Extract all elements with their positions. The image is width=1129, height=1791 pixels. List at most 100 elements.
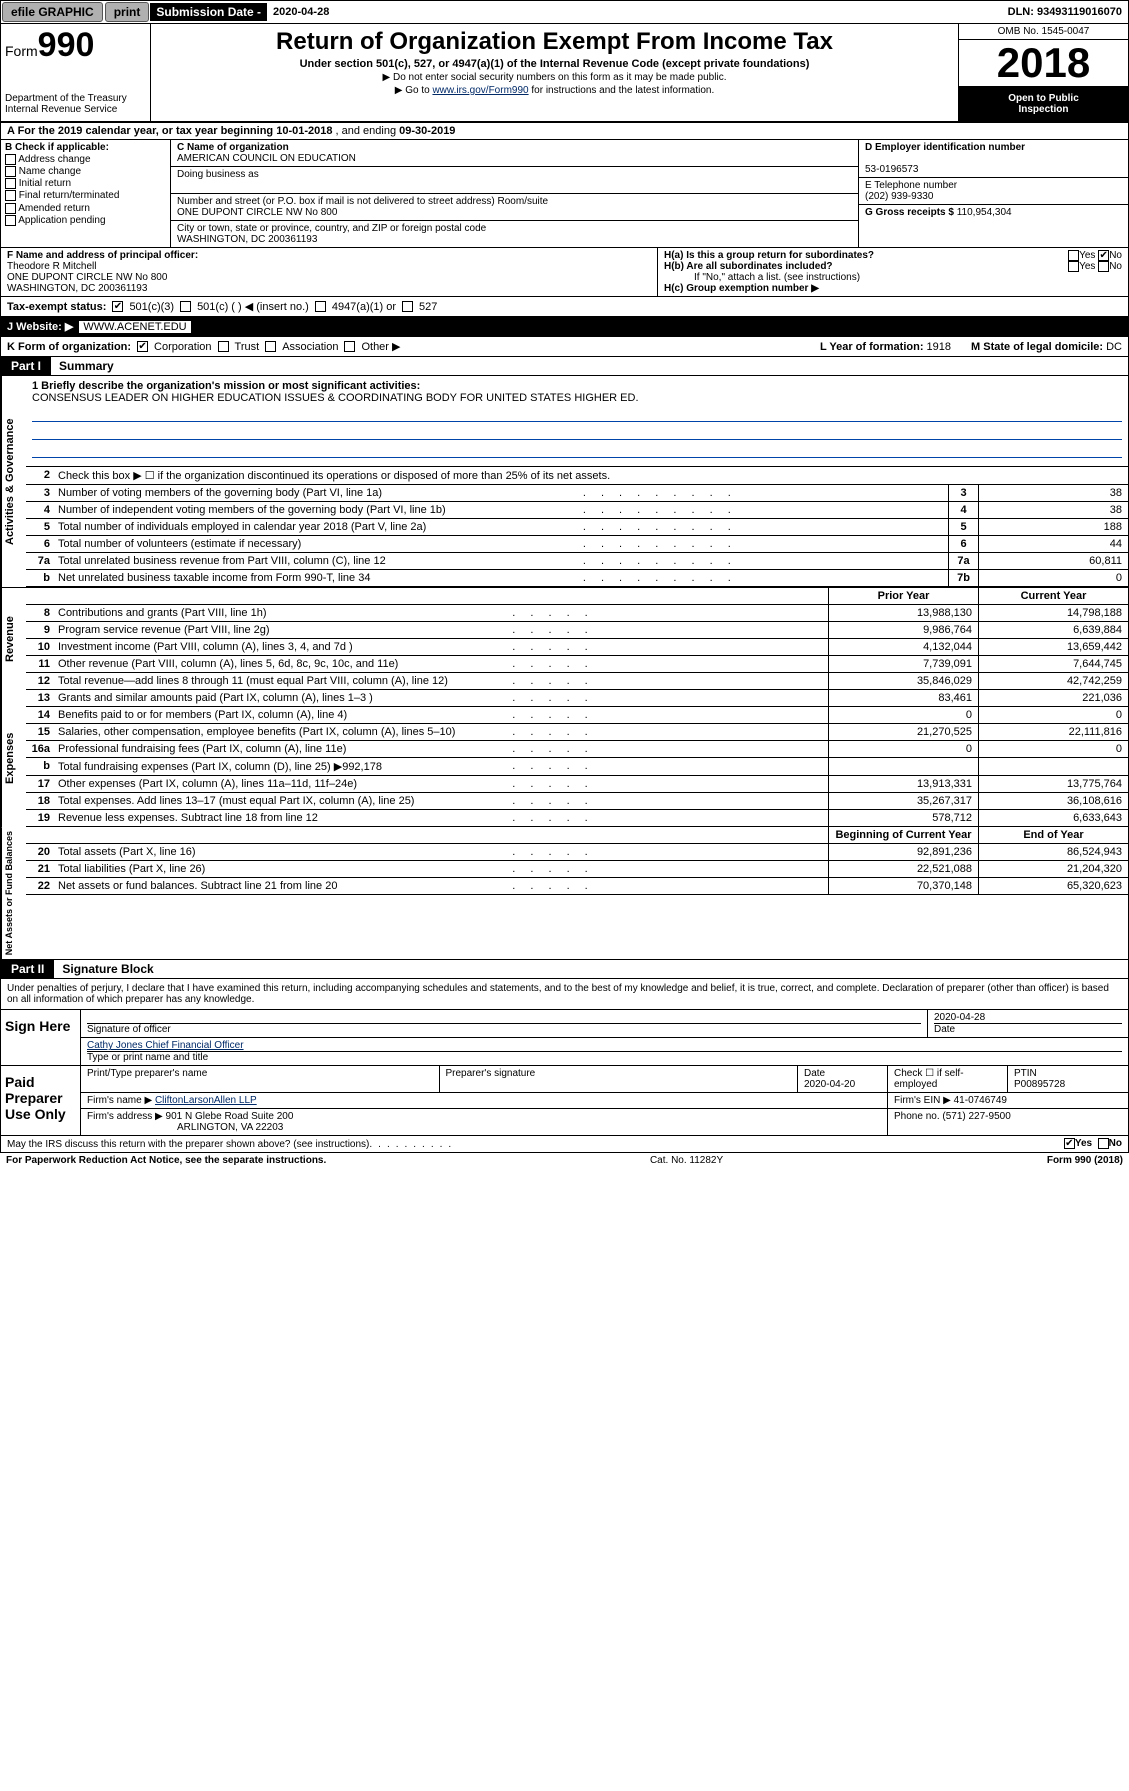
- discuss-no-cb[interactable]: [1098, 1138, 1109, 1149]
- table-row: 18Total expenses. Add lines 13–17 (must …: [26, 793, 1128, 810]
- tax-status-label: Tax-exempt status:: [7, 301, 106, 313]
- cb-name-change[interactable]: Name change: [5, 166, 166, 177]
- year-formation: 1918: [927, 341, 951, 353]
- table-row: 7aTotal unrelated business revenue from …: [26, 553, 1128, 570]
- ein-label: D Employer identification number: [865, 142, 1025, 153]
- korg-label: K Form of organization:: [7, 341, 131, 353]
- cb-501c[interactable]: [180, 301, 191, 312]
- sign-here-block: Sign Here Signature of officer 2020-04-2…: [0, 1010, 1129, 1066]
- org-name: AMERICAN COUNCIL ON EDUCATION: [177, 153, 356, 164]
- vbar-revenue: Revenue: [1, 588, 26, 690]
- firm-addr2: ARLINGTON, VA 22203: [87, 1122, 283, 1133]
- city-label: City or town, state or province, country…: [177, 223, 486, 234]
- officer-name-title[interactable]: Cathy Jones Chief Financial Officer: [87, 1040, 244, 1051]
- cb-initial-return[interactable]: Initial return: [5, 178, 166, 189]
- signature-declaration: Under penalties of perjury, I declare th…: [0, 979, 1129, 1010]
- sig-date: 2020-04-28: [934, 1012, 985, 1023]
- vbar-governance: Activities & Governance: [1, 376, 26, 587]
- form-number-footer: Form 990 (2018): [1047, 1155, 1123, 1166]
- year-formation-label: L Year of formation:: [820, 341, 927, 353]
- firm-name[interactable]: CliftonLarsonAllen LLP: [155, 1095, 257, 1106]
- cb-527[interactable]: [402, 301, 413, 312]
- table-row: 6Total number of volunteers (estimate if…: [26, 536, 1128, 553]
- table-row: 4Number of independent voting members of…: [26, 502, 1128, 519]
- cb-trust[interactable]: [218, 341, 229, 352]
- prep-ptin-val: P00895728: [1014, 1079, 1065, 1090]
- gross-receipts-value: 110,954,304: [957, 207, 1012, 218]
- officer-sig-label: Signature of officer: [87, 1023, 921, 1035]
- hb-no-cb[interactable]: [1098, 261, 1109, 272]
- table-row: 16aProfessional fundraising fees (Part I…: [26, 741, 1128, 758]
- discuss-yes-cb[interactable]: [1064, 1138, 1075, 1149]
- hc-label: H(c) Group exemption number ▶: [664, 283, 819, 294]
- gross-receipts-label: G Gross receipts $: [865, 207, 957, 218]
- hb-label: H(b) Are all subordinates included?: [664, 261, 833, 272]
- col-b-checkboxes: B Check if applicable: Address change Na…: [1, 140, 171, 247]
- top-bar: efile GRAPHIC print Submission Date - 20…: [0, 0, 1129, 24]
- table-row: 17Other expenses (Part IX, column (A), l…: [26, 776, 1128, 793]
- form-subtitle: Under section 501(c), 527, or 4947(a)(1)…: [155, 58, 954, 70]
- vbar-net-assets: Net Assets or Fund Balances: [1, 827, 26, 959]
- cb-amended[interactable]: Amended return: [5, 203, 166, 214]
- officer-addr2: WASHINGTON, DC 200361193: [7, 283, 147, 294]
- cb-501c3[interactable]: [112, 301, 123, 312]
- cb-other[interactable]: [344, 341, 355, 352]
- form-number: 990: [38, 26, 95, 64]
- firm-ein-label: Firm's EIN ▶: [894, 1095, 954, 1106]
- hb-note: If "No," attach a list. (see instruction…: [664, 272, 1122, 283]
- irs-link[interactable]: www.irs.gov/Form990: [432, 85, 528, 96]
- phone-value: (202) 939-9330: [865, 191, 933, 202]
- paid-preparer-label: Paid Preparer Use Only: [1, 1066, 81, 1135]
- table-row: 19Revenue less expenses. Subtract line 1…: [26, 810, 1128, 827]
- street-value: ONE DUPONT CIRCLE NW No 800: [177, 207, 337, 218]
- part1-title: Summary: [51, 357, 122, 375]
- cb-address-change[interactable]: Address change: [5, 154, 166, 165]
- vbar-expenses: Expenses: [1, 690, 26, 827]
- table-row: 8Contributions and grants (Part VIII, li…: [26, 605, 1128, 622]
- table-row: 22Net assets or fund balances. Subtract …: [26, 878, 1128, 895]
- cb-corp[interactable]: [137, 341, 148, 352]
- cb-assoc[interactable]: [265, 341, 276, 352]
- efile-button[interactable]: efile GRAPHIC: [2, 2, 103, 22]
- firm-ein: 41-0746749: [954, 1095, 1007, 1106]
- table-row: 3Number of voting members of the governi…: [26, 485, 1128, 502]
- prep-selfemp: Check ☐ if self-employed: [888, 1066, 1008, 1092]
- hdr-prior-year: Prior Year: [828, 588, 978, 604]
- table-row: 20Total assets (Part X, line 16). . . . …: [26, 844, 1128, 861]
- ein-value: 53-0196573: [865, 164, 918, 175]
- cb-4947[interactable]: [315, 301, 326, 312]
- prep-date-hdr: Date: [804, 1068, 825, 1079]
- table-row: 11Other revenue (Part VIII, column (A), …: [26, 656, 1128, 673]
- dba-label: Doing business as: [177, 169, 259, 180]
- domicile-label: M State of legal domicile:: [971, 341, 1106, 353]
- print-button[interactable]: print: [105, 2, 150, 22]
- website-row: J Website: ▶ WWW.ACENET.EDU: [0, 317, 1129, 337]
- part2-header: Part II Signature Block: [0, 960, 1129, 979]
- prep-sig-hdr: Preparer's signature: [440, 1066, 799, 1092]
- table-row: 15Salaries, other compensation, employee…: [26, 724, 1128, 741]
- officer-group-row: F Name and address of principal officer:…: [0, 248, 1129, 297]
- submission-label: Submission Date -: [150, 3, 267, 21]
- city-value: WASHINGTON, DC 200361193: [177, 234, 317, 245]
- cb-app-pending[interactable]: Application pending: [5, 215, 166, 226]
- prep-ptin-hdr: PTIN: [1014, 1068, 1037, 1079]
- hb-yes-cb[interactable]: [1068, 261, 1079, 272]
- firm-label: Firm's name ▶: [87, 1095, 152, 1106]
- part1-tag: Part I: [1, 357, 51, 375]
- instruction-1: ▶ Do not enter social security numbers o…: [155, 72, 954, 83]
- line-a-tax-period: A For the 2019 calendar year, or tax yea…: [0, 123, 1129, 140]
- phone-label: E Telephone number: [865, 180, 957, 191]
- cb-final-return[interactable]: Final return/terminated: [5, 190, 166, 201]
- firm-phone: (571) 227-9500: [942, 1111, 1010, 1122]
- table-row: bNet unrelated business taxable income f…: [26, 570, 1128, 587]
- prep-name-hdr: Print/Type preparer's name: [81, 1066, 440, 1092]
- table-row: 21Total liabilities (Part X, line 26). .…: [26, 861, 1128, 878]
- paid-preparer-block: Paid Preparer Use Only Print/Type prepar…: [0, 1066, 1129, 1136]
- section-net-assets: Net Assets or Fund Balances Beginning of…: [0, 827, 1129, 960]
- ha-no-cb[interactable]: [1098, 250, 1109, 261]
- tax-year: 2018: [959, 40, 1128, 87]
- discuss-row: May the IRS discuss this return with the…: [0, 1136, 1129, 1152]
- cat-no: Cat. No. 11282Y: [326, 1155, 1047, 1166]
- org-name-label: C Name of organization: [177, 142, 289, 153]
- ha-yes-cb[interactable]: [1068, 250, 1079, 261]
